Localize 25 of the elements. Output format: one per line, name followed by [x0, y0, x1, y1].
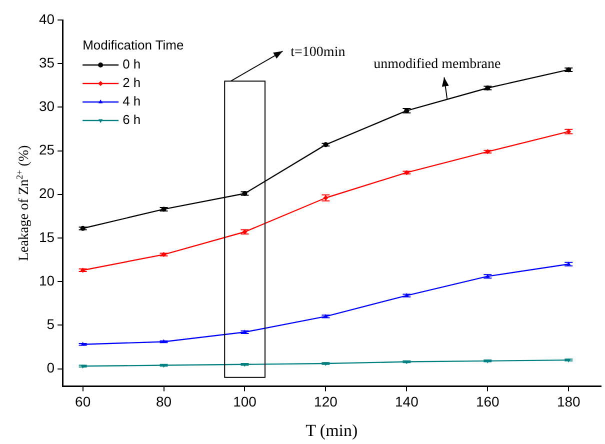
y-tick-label: 10 [38, 272, 55, 288]
y-tick-label: 40 [38, 10, 55, 27]
y-tick-label: 5 [46, 316, 55, 332]
legend-title: Modification Time [82, 38, 184, 53]
x-tick-label: 100 [233, 393, 257, 410]
legend-label: 4 h [122, 94, 141, 109]
y-tick-label: 25 [38, 142, 55, 158]
x-axis-title: T (min) [306, 421, 358, 440]
x-tick-label: 140 [395, 393, 419, 410]
annotation: t=100min [290, 44, 346, 60]
x-tick-label: 60 [75, 393, 91, 410]
x-tick-label: 80 [156, 393, 172, 410]
annotation: unmodified membrane [374, 57, 501, 72]
legend-label: 6 h [122, 112, 141, 128]
x-tick-label: 180 [556, 393, 581, 410]
y-tick-label: 0 [46, 360, 55, 376]
x-tick-label: 160 [476, 393, 500, 410]
y-tick-label: 20 [38, 185, 55, 202]
y-tick-label: 30 [38, 98, 55, 114]
y-tick-label: 15 [38, 228, 55, 245]
y-tick-label: 35 [38, 54, 55, 70]
y-axis-title: Leakage of Zn2+ (%) [14, 144, 32, 261]
legend-label: 0 h [122, 56, 141, 72]
legend-label: 2 h [122, 75, 141, 90]
x-tick-label: 120 [314, 393, 338, 410]
